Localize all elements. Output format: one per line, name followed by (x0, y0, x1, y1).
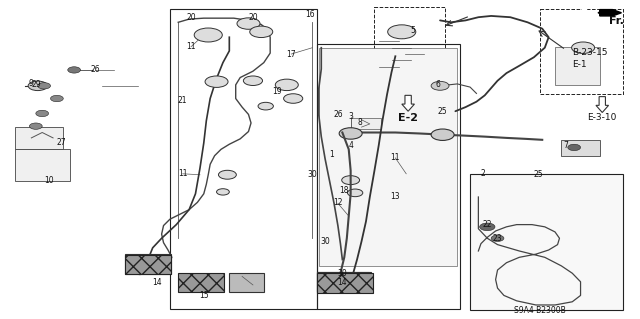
Text: 15: 15 (199, 291, 209, 300)
Polygon shape (600, 10, 621, 16)
Circle shape (479, 223, 495, 231)
Circle shape (339, 128, 362, 139)
Bar (178, 273, 224, 292)
Text: 26: 26 (90, 65, 100, 74)
Text: 19: 19 (272, 87, 282, 96)
Bar (125, 255, 172, 274)
Text: 7: 7 (563, 141, 568, 150)
Text: 12: 12 (333, 198, 342, 207)
Text: E-3-10: E-3-10 (588, 114, 617, 122)
Circle shape (275, 79, 298, 91)
Text: 6: 6 (436, 80, 440, 89)
Circle shape (28, 81, 47, 91)
Text: 16: 16 (306, 11, 316, 19)
Circle shape (194, 28, 222, 42)
Polygon shape (402, 95, 415, 111)
Text: 13: 13 (390, 192, 400, 202)
Text: 4: 4 (348, 141, 353, 150)
Bar (317, 272, 371, 292)
Bar (351, 118, 381, 129)
Circle shape (388, 25, 416, 39)
Circle shape (348, 189, 363, 197)
Text: 1: 1 (329, 150, 334, 159)
Text: 30: 30 (337, 269, 348, 278)
Polygon shape (596, 97, 609, 113)
Circle shape (243, 76, 262, 85)
Circle shape (568, 144, 580, 151)
Bar (540, 9, 623, 94)
Bar (229, 273, 264, 292)
Text: 30: 30 (307, 170, 317, 179)
Circle shape (218, 170, 236, 179)
Circle shape (237, 18, 260, 29)
Circle shape (431, 129, 454, 140)
Text: 29: 29 (31, 80, 40, 89)
Circle shape (205, 76, 228, 87)
Text: 10: 10 (44, 176, 53, 185)
Text: 14: 14 (152, 278, 162, 287)
Text: 14: 14 (337, 278, 347, 287)
Text: 18: 18 (339, 186, 349, 195)
Bar (561, 140, 600, 156)
Text: 27: 27 (56, 137, 66, 146)
Text: 11: 11 (390, 153, 400, 162)
Circle shape (250, 26, 273, 38)
Text: 2: 2 (481, 169, 485, 178)
Bar (15, 127, 63, 149)
Text: 5: 5 (410, 26, 415, 35)
Text: E-2: E-2 (398, 114, 418, 123)
Bar (317, 44, 461, 309)
Circle shape (284, 94, 303, 103)
Bar (319, 48, 458, 266)
Text: 25: 25 (534, 170, 543, 179)
Bar (555, 47, 600, 85)
Circle shape (51, 95, 63, 102)
Circle shape (431, 81, 449, 90)
Text: B-23-15: B-23-15 (572, 48, 608, 57)
Text: 17: 17 (287, 49, 296, 59)
Text: 20: 20 (186, 13, 196, 22)
Circle shape (36, 110, 49, 117)
Circle shape (342, 176, 360, 185)
Circle shape (68, 67, 81, 73)
Text: 8: 8 (357, 118, 362, 128)
Text: 9: 9 (29, 79, 34, 88)
Bar (15, 149, 70, 181)
Text: 22: 22 (483, 220, 492, 229)
Circle shape (38, 83, 51, 89)
Text: 21: 21 (178, 96, 188, 105)
Text: S9A4 B2300B: S9A4 B2300B (515, 306, 566, 315)
Text: 11: 11 (186, 42, 196, 51)
Text: 11: 11 (178, 169, 188, 178)
Circle shape (216, 189, 229, 195)
Text: 26: 26 (333, 110, 342, 119)
Bar (125, 254, 172, 274)
Bar (170, 9, 317, 309)
Text: 25: 25 (438, 107, 447, 116)
Text: 20: 20 (248, 13, 258, 22)
Bar (374, 7, 445, 96)
Text: 23: 23 (493, 234, 502, 243)
Text: Fr.: Fr. (609, 16, 623, 26)
Circle shape (258, 102, 273, 110)
Bar (470, 174, 623, 310)
Text: 3: 3 (348, 112, 353, 121)
Circle shape (29, 123, 42, 129)
Text: 30: 30 (320, 237, 330, 246)
Text: E-1: E-1 (572, 60, 587, 70)
Bar (317, 273, 373, 293)
Bar (317, 272, 369, 291)
Circle shape (491, 235, 504, 241)
Text: Fr.: Fr. (580, 9, 595, 19)
Circle shape (572, 42, 595, 53)
